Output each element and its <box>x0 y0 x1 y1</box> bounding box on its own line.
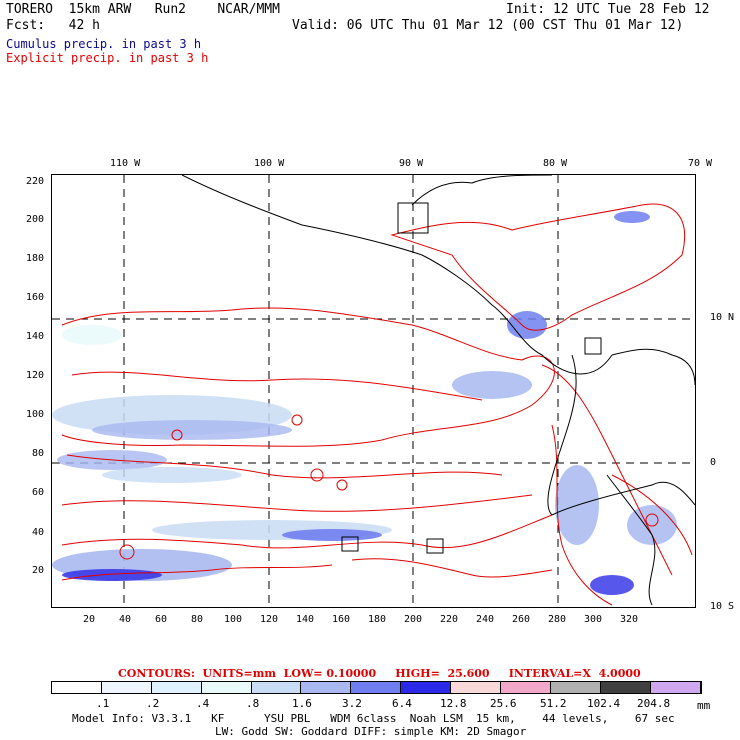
precip-map <box>51 174 696 608</box>
y-tick-label: 220 <box>26 176 45 187</box>
lon-label: 80 W <box>543 158 568 169</box>
colorbar-swatch <box>550 682 601 693</box>
x-tick-label: 120 <box>260 614 279 625</box>
colorbar-swatch <box>151 682 202 693</box>
physics-info: LW: Godd SW: Goddard DIFF: simple KM: 2D… <box>215 725 527 738</box>
x-tick-label: 300 <box>584 614 603 625</box>
x-tick-label: 320 <box>620 614 639 625</box>
colorbar-label: 1.6 <box>292 697 312 710</box>
colorbar-label: 25.6 <box>490 697 517 710</box>
colorbar-units: mm <box>697 699 711 712</box>
lat-label: 10 N <box>710 312 735 323</box>
x-tick-label: 100 <box>224 614 243 625</box>
colorbar-swatch <box>101 682 152 693</box>
graticule <box>52 175 695 607</box>
explicit-precip-contours <box>61 203 693 606</box>
colorbar-swatch <box>251 682 302 693</box>
colorbar-swatch <box>201 682 252 693</box>
colorbar-label: .8 <box>246 697 260 710</box>
colorbar-label: 51.2 <box>540 697 567 710</box>
colorbar-label: 6.4 <box>392 697 412 710</box>
x-tick-label: 200 <box>404 614 423 625</box>
coastline <box>181 175 695 606</box>
colorbar-swatch <box>52 682 102 693</box>
x-tick-label: 220 <box>440 614 459 625</box>
y-tick-label: 100 <box>26 409 45 420</box>
x-tick-label: 260 <box>512 614 531 625</box>
colorbar-label: .4 <box>196 697 210 710</box>
y-tick-label: 180 <box>26 253 45 264</box>
colorbar <box>51 681 702 694</box>
lon-label: 100 W <box>254 158 285 169</box>
colorbar-swatch <box>351 682 402 693</box>
y-tick-label: 80 <box>32 448 45 459</box>
colorbar-swatch <box>451 682 502 693</box>
y-tick-label: 200 <box>26 214 45 225</box>
init-time: Init: 12 UTC Tue 28 Feb 12 <box>506 2 710 17</box>
colorbar-label: .2 <box>146 697 160 710</box>
legend-explicit: Explicit precip. in past 3 h <box>6 51 209 65</box>
y-tick-label: 20 <box>32 565 45 576</box>
lon-label: 90 W <box>399 158 424 169</box>
x-tick-label: 20 <box>83 614 96 625</box>
x-tick-label: 280 <box>548 614 567 625</box>
valid-time: Valid: 06 UTC Thu 01 Mar 12 (00 CST Thu … <box>292 18 684 33</box>
x-tick-label: 140 <box>296 614 315 625</box>
x-tick-label: 80 <box>191 614 204 625</box>
colorbar-label: 12.8 <box>440 697 467 710</box>
colorbar-swatch <box>301 682 352 693</box>
x-tick-label: 60 <box>155 614 168 625</box>
y-tick-label: 160 <box>26 292 45 303</box>
forecast-hour: Fcst: 42 h <box>6 18 100 33</box>
colorbar-label: 102.4 <box>587 697 621 710</box>
colorbar-swatch <box>401 682 452 693</box>
colorbar-swatch <box>501 682 551 693</box>
y-tick-label: 60 <box>32 487 45 498</box>
lon-label: 110 W <box>110 158 141 169</box>
lat-label: 10 S <box>710 601 735 612</box>
colorbar-swatch <box>650 682 701 693</box>
x-tick-label: 40 <box>119 614 132 625</box>
legend-cumulus: Cumulus precip. in past 3 h <box>6 37 202 51</box>
model-info: Model Info: V3.3.1 KF YSU PBL WDM 6class… <box>72 712 675 725</box>
cumulus-precip-shading <box>52 211 677 595</box>
y-tick-label: 140 <box>26 331 45 342</box>
lon-label: 70 W <box>688 158 713 169</box>
map-canvas <box>52 175 695 607</box>
colorbar-swatch <box>600 682 651 693</box>
contours-info: CONTOURS: UNITS=mm LOW= 0.10000 HIGH= 25… <box>118 667 641 680</box>
x-tick-label: 240 <box>476 614 495 625</box>
colorbar-label: 204.8 <box>637 697 671 710</box>
x-tick-label: 160 <box>332 614 351 625</box>
model-title: TORERO 15km ARW Run2 NCAR/MMM <box>6 2 280 17</box>
y-tick-label: 40 <box>32 527 45 538</box>
x-tick-label: 180 <box>368 614 387 625</box>
colorbar-label: .1 <box>96 697 110 710</box>
y-tick-label: 120 <box>26 370 45 381</box>
lat-label: 0 <box>710 457 717 468</box>
colorbar-label: 3.2 <box>342 697 362 710</box>
